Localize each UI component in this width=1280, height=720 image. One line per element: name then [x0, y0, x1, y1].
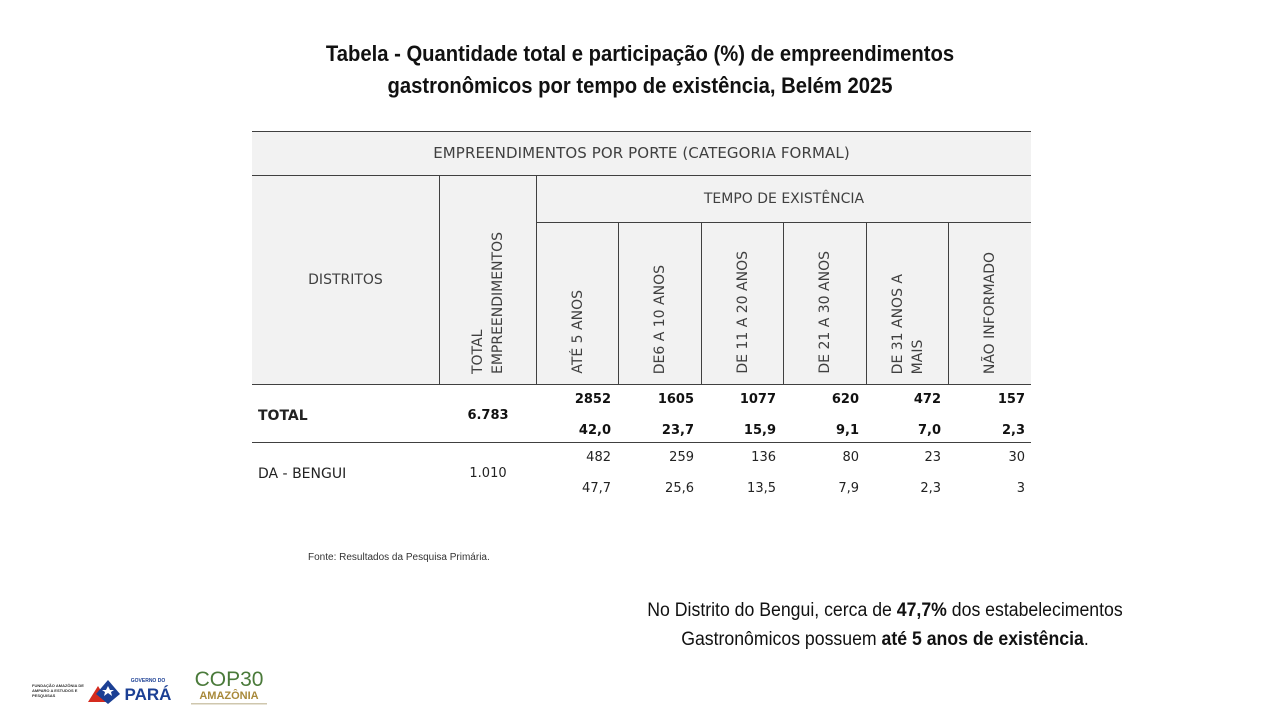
sub-header-label: NÃO INFORMADO — [982, 251, 998, 374]
sub-header-label: DE 11 A 20 ANOS — [734, 251, 751, 374]
group-header-tempo: TEMPO DE EXISTÊNCIA — [537, 176, 1031, 222]
count-cell: 1077 — [739, 392, 776, 407]
rule — [252, 175, 1031, 176]
rule — [866, 223, 867, 384]
rule — [537, 222, 1031, 223]
logo-divider — [191, 703, 267, 705]
amazonia-text: AMAZÔNIA — [199, 689, 258, 702]
title-line-1: Tabela - Quantidade total e participação… — [325, 41, 955, 66]
count-cell: 482 — [586, 450, 611, 465]
governo-do-para-logo: GOVERNO DO PARÁ — [88, 678, 172, 704]
count-cell: 472 — [913, 392, 941, 407]
rule — [618, 223, 619, 384]
para-star-icon — [102, 686, 114, 696]
percent-cell: 7,9 — [838, 481, 859, 496]
percent-cell: 2,3 — [1001, 423, 1025, 438]
sub-header-label: DE 31 ANOS A MAIS — [889, 273, 926, 374]
sub-header-0: ATÉ 5 ANOS — [537, 223, 618, 384]
source-note: Fonte: Resultados da Pesquisa Primária. — [308, 552, 490, 563]
count-cell: 23 — [924, 450, 941, 465]
data-table: EMPREENDIMENTOS POR PORTE (CATEGORIA FOR… — [252, 131, 1031, 511]
count-cell: 2852 — [574, 392, 611, 407]
sub-header-label: DE6 A 10 ANOS — [652, 264, 668, 374]
rule — [701, 223, 702, 384]
note-highlight: até 5 anos de existência — [881, 629, 1084, 650]
row-label-bengui: DA - BENGUI — [258, 466, 347, 482]
percent-cell: 13,5 — [747, 481, 776, 496]
title-line-2: gastronômicos por tempo de existência, B… — [387, 73, 893, 98]
percent-cell: 2,3 — [920, 481, 941, 496]
para-main-text: PARÁ — [125, 685, 172, 704]
percent-cell: 42,0 — [578, 423, 611, 438]
column-header-total: TOTAL EMPREENDIMENTOS — [440, 176, 536, 384]
rule — [252, 442, 1031, 443]
row-total-value: 6.783 — [467, 408, 509, 423]
table-main-header: EMPREENDIMENTOS POR PORTE (CATEGORIA FOR… — [252, 131, 1031, 175]
percent-cell: 25,6 — [665, 481, 694, 496]
row-label-total: TOTAL — [258, 408, 308, 424]
sub-header-3: DE 21 A 30 ANOS — [784, 223, 866, 384]
note-text: No Distrito do Bengui, cerca de — [647, 600, 897, 621]
note-text: . — [1083, 629, 1089, 650]
count-cell: 1605 — [657, 392, 694, 407]
para-top-text: GOVERNO DO — [131, 678, 166, 684]
count-cell: 30 — [1008, 450, 1025, 465]
fapespa-logo: FUNDAÇÃO AMAZÔNIA DE AMPARO A ESTUDOS E … — [32, 683, 84, 698]
rule — [948, 223, 949, 384]
percent-cell: 23,7 — [661, 423, 694, 438]
page-title: Tabela - Quantidade total e participação… — [272, 38, 1008, 102]
percent-cell: 3 — [1016, 481, 1025, 496]
sub-header-4: DE 31 ANOS A MAIS — [867, 223, 948, 384]
row-total-value: 1.010 — [469, 466, 507, 481]
count-cell: 620 — [831, 392, 859, 407]
summary-note: No Distrito do Bengui, cerca de 47,7% do… — [611, 596, 1160, 654]
sub-header-5: NÃO INFORMADO — [949, 223, 1031, 384]
rule — [783, 223, 784, 384]
percent-cell: 7,0 — [917, 423, 941, 438]
rule — [252, 384, 1031, 385]
sub-header-2: DE 11 A 20 ANOS — [702, 223, 783, 384]
note-highlight: 47,7% — [896, 600, 947, 621]
cop30-amazonia-logo: COP30 AMAZÔNIA — [191, 668, 267, 705]
count-cell: 80 — [842, 450, 859, 465]
count-cell: 259 — [669, 450, 694, 465]
cop30-text: COP30 — [195, 668, 264, 691]
percent-cell: 9,1 — [835, 423, 859, 438]
sub-header-label: DE 21 A 30 ANOS — [817, 251, 833, 374]
column-header-districts: DISTRITOS — [252, 176, 439, 384]
rule — [439, 176, 440, 384]
note-text: Gastronômicos possuem — [681, 629, 882, 650]
count-cell: 157 — [997, 392, 1025, 407]
column-header-total-label: TOTAL EMPREENDIMENTOS — [470, 231, 506, 374]
percent-cell: 47,7 — [582, 481, 611, 496]
sub-header-1: DE6 A 10 ANOS — [619, 223, 701, 384]
percent-cell: 15,9 — [743, 423, 776, 438]
rule — [252, 131, 1031, 132]
count-cell: 136 — [751, 450, 776, 465]
sub-header-label: ATÉ 5 ANOS — [569, 290, 586, 374]
note-text: dos estabelecimentos — [946, 600, 1123, 621]
rule — [536, 176, 537, 384]
